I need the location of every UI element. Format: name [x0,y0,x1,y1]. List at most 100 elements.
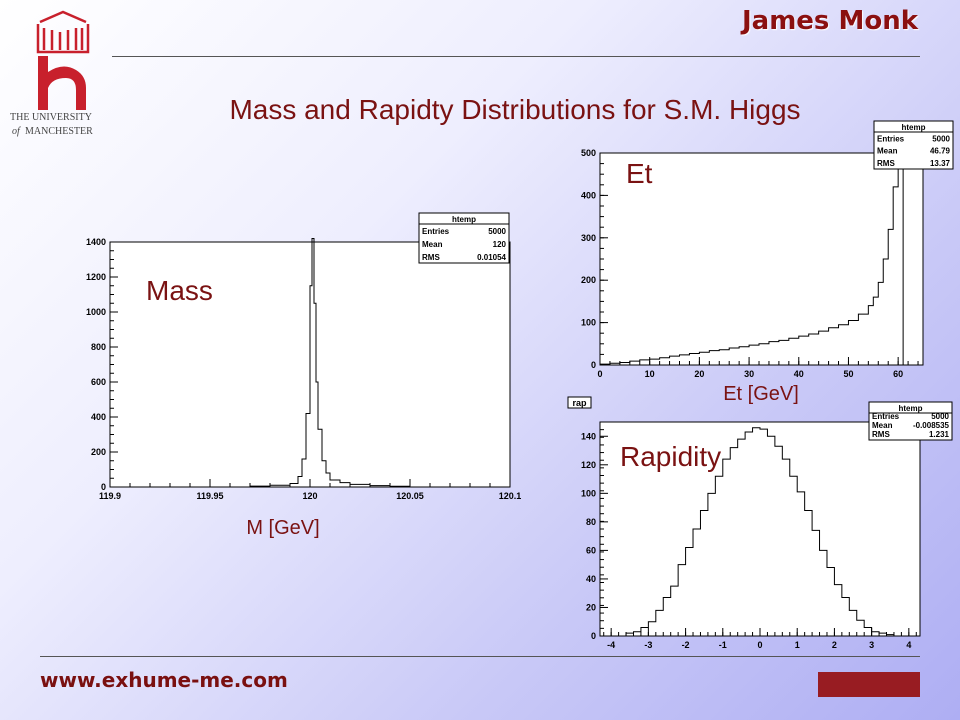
y-axis: 0 200 400 600 800 1000 1200 1400 [86,237,118,492]
x-tick-label: 2 [832,640,837,650]
nav-bar[interactable] [818,672,920,697]
x-tick-label: 119.95 [196,491,223,501]
x-tick-label: -1 [719,640,727,650]
histogram-name-text: rap [572,398,587,408]
x-tick-label: 4 [906,640,911,650]
top-divider [112,56,920,57]
x-tick-label: 119.9 [99,491,121,501]
plot-frame [599,152,924,366]
stats-label: RMS [872,430,890,439]
y-tick-label: 400 [581,190,596,200]
stats-label: RMS [877,159,895,168]
stats-label: Mean [872,421,893,430]
stats-label: Mean [422,240,443,249]
y-tick-label: 140 [581,431,596,441]
rapidity-plot: 0 20 40 60 80 100 120 140 -4 -3 -2 -1 0 1 2 3 4 htemp Entr… [560,394,960,664]
y-tick-label: 200 [91,447,106,457]
y-axis: 0 100 200 300 400 500 [581,148,608,370]
histogram-name-tag [567,396,592,409]
plot-label: Et [626,158,653,189]
x-axis: 119.9 119.95 120 120.05 120.1 [99,479,521,501]
x-axis-label: M [GeV] [246,517,319,539]
et-plot: 0 100 200 300 400 500 0 10 20 30 40 50 60 htemp Entrie… [560,115,960,415]
y-tick-label: 0 [101,482,106,492]
y-tick-label: 100 [581,318,596,328]
page-title: Mass and Rapidty Distributions for S.M. … [229,94,801,125]
x-tick-label: 1 [795,640,800,650]
x-tick-label: 0 [757,640,762,650]
y-tick-label: 400 [91,412,106,422]
x-tick-label: 30 [744,369,754,379]
y-tick-label: 1200 [86,272,106,282]
stats-label: RMS [422,253,440,262]
plot-frame [599,421,921,637]
y-tick-label: 800 [91,342,106,352]
y-tick-label: 200 [581,275,596,285]
stats-value: 120 [493,240,507,249]
y-tick-label: 1000 [86,307,106,317]
stats-title: htemp [902,123,926,132]
y-tick-label: 100 [581,488,596,498]
y-tick-label: 40 [586,574,596,584]
x-tick-label: 0 [597,369,602,379]
x-tick-label: -4 [607,640,615,650]
stats-value: 5000 [931,412,949,421]
stats-value: 5000 [932,134,950,143]
y-tick-label: 80 [586,517,596,527]
y-axis: 0 20 40 60 80 100 120 140 [581,429,608,641]
x-axis: -4 -3 -2 -1 0 1 2 3 4 [603,628,917,650]
x-tick-label: -2 [682,640,690,650]
histogram-line [625,427,895,636]
stats-title: htemp [899,404,923,413]
y-tick-label: 120 [581,460,596,470]
stats-title: htemp [452,215,476,224]
svg-text:THE UNIVERSITY: THE UNIVERSITY [10,112,92,123]
x-tick-label: 50 [843,369,853,379]
x-tick-label: 120.05 [396,491,424,501]
histogram-line [599,148,904,365]
university-logo: THE UNIVERSITY of MANCHESTER [8,10,118,140]
stats-box: htemp Entries 5000 Mean 46.79 RMS 13.37 [873,120,954,170]
stats-value: 46.79 [930,147,951,156]
stats-label: Entries [872,412,900,421]
stats-value: 0.01054 [477,253,506,262]
website-link[interactable]: www.exhume-me.com [40,668,288,692]
x-tick-label: -3 [644,640,652,650]
svg-text:MANCHESTER: MANCHESTER [25,126,93,137]
x-axis-label: Et [GeV] [723,383,799,405]
stats-label: Entries [422,227,450,236]
x-tick-label: 20 [694,369,704,379]
x-tick-label: 40 [794,369,804,379]
x-tick-label: 10 [645,369,655,379]
stats-value: 1.231 [929,430,950,439]
plot-label: Rapidity [620,441,721,472]
y-tick-label: 0 [591,631,596,641]
x-tick-label: 60 [893,369,903,379]
bottom-divider [40,656,920,657]
y-tick-label: 1400 [86,237,106,247]
x-tick-label: 120.1 [499,491,522,501]
x-tick-label: 120 [302,491,317,501]
stats-label: Entries [877,134,905,143]
y-tick-label: 300 [581,233,596,243]
y-tick-label: 20 [586,602,596,612]
y-tick-label: 500 [581,148,596,158]
mass-plot: 0 200 400 600 800 1000 1200 1400 119.9 119.95 120 1… [70,210,521,550]
y-tick-label: 60 [586,545,596,555]
stats-value: -0.008535 [913,421,950,430]
x-tick-label: 3 [869,640,874,650]
stats-label: Mean [877,147,898,156]
plot-label: Mass [146,275,213,306]
y-tick-label: 0 [591,360,596,370]
author-name: James Monk [741,6,918,36]
stats-value: 13.37 [930,159,951,168]
rapidity-histogram: 0 20 40 60 80 100 120 140 -4 -3 -2 -1 0 1 2 3 4 htempEntr… [567,396,953,650]
x-axis: 0 10 20 30 40 50 60 [597,357,919,379]
y-tick-label: 600 [91,377,106,387]
svg-text:of: of [12,126,21,137]
manchester-crest-icon: THE UNIVERSITY of MANCHESTER [10,10,93,137]
